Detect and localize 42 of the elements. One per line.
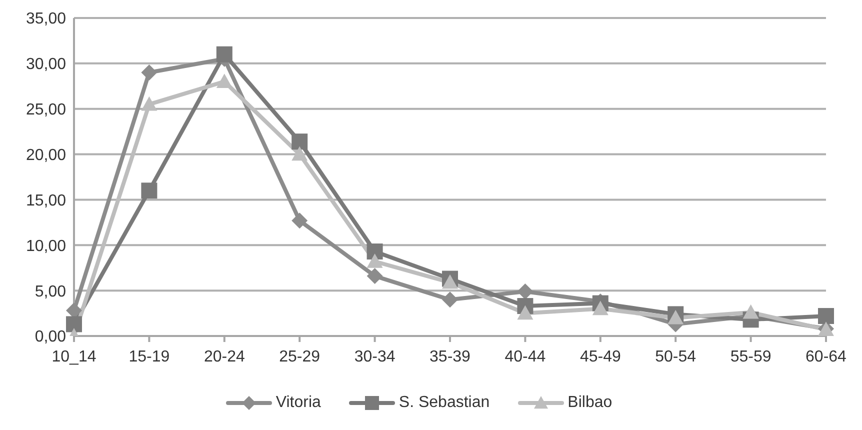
point — [366, 253, 383, 268]
x-tick-label: 30-34 — [354, 348, 396, 366]
point — [442, 274, 458, 289]
point — [517, 283, 534, 300]
y-tick-label: 20,00 — [26, 146, 66, 164]
y-tick-label: 10,00 — [26, 238, 66, 255]
x-tick-label: 20-24 — [204, 348, 245, 366]
point — [141, 96, 158, 111]
x-tick-label: 50-54 — [655, 348, 696, 366]
point — [442, 292, 458, 308]
x-tick-label: 60-64 — [806, 348, 847, 366]
point — [292, 134, 308, 150]
y-tick-label: 5,00 — [34, 283, 66, 300]
point — [366, 268, 383, 284]
x-tick-label: 55-59 — [730, 348, 772, 366]
point — [216, 46, 232, 62]
x-tick-label: 10_14 — [52, 348, 96, 366]
point — [141, 64, 158, 81]
legend-label: Bilbao — [568, 394, 612, 412]
y-tick-label: 15,00 — [26, 192, 66, 210]
x-tick-label: 35-39 — [430, 348, 471, 366]
legend-label: S. Sebastian — [398, 394, 490, 412]
point — [292, 212, 308, 229]
x-tick-label: 40-44 — [504, 348, 546, 366]
point — [366, 244, 383, 260]
y-tick-label: 35,00 — [26, 10, 66, 28]
y-tick-label: 30,00 — [26, 56, 66, 74]
x-tick-label: 25-29 — [279, 348, 320, 366]
point — [668, 310, 684, 324]
point — [141, 182, 158, 199]
point — [742, 304, 759, 319]
y-tick-label: 25,00 — [26, 102, 66, 119]
x-tick-label: 45-49 — [580, 348, 621, 366]
x-tick-label: 15-19 — [128, 348, 170, 366]
point — [818, 308, 834, 324]
point — [216, 74, 232, 88]
point — [66, 316, 82, 332]
y-tick-label: 0,00 — [34, 328, 66, 346]
legend-label: Vitoria — [276, 394, 321, 412]
point — [517, 305, 534, 320]
point — [592, 300, 608, 316]
point — [292, 146, 308, 161]
